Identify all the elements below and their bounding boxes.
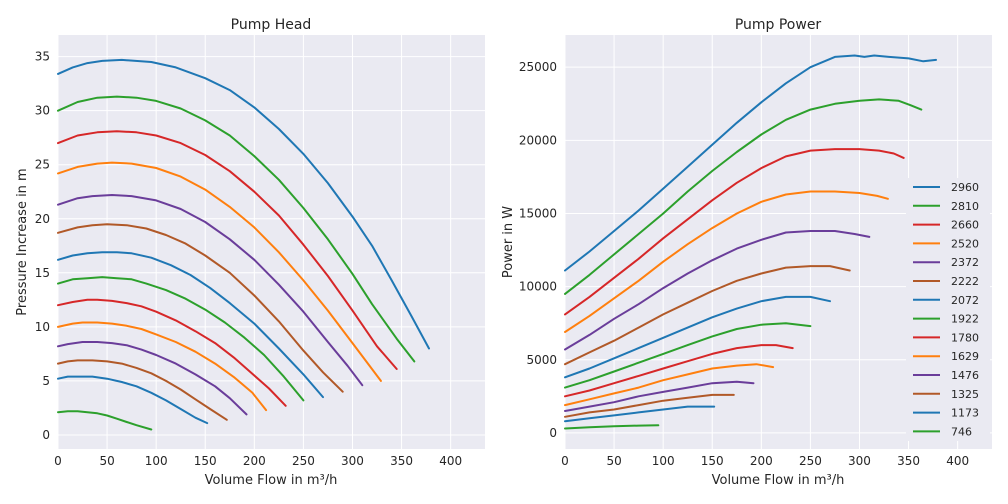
pump-power-x-tick-label: 350 <box>897 454 920 468</box>
legend-label: 2372 <box>951 256 979 269</box>
pump-power-x-tick-label: 200 <box>750 454 773 468</box>
pump-head-series-line <box>57 161 382 382</box>
pump-head-x-gridlines <box>57 35 452 449</box>
pump-head-x-tick-label: 100 <box>145 454 168 468</box>
legend-label: 2810 <box>951 200 979 213</box>
pump-power-series-lines <box>564 54 937 430</box>
pump-head-series-line <box>57 410 153 431</box>
pump-head-y-tick-label: 20 <box>35 212 50 226</box>
legend-label: 2960 <box>951 181 979 194</box>
pump-head-series-line <box>57 341 248 416</box>
legend-label: 1629 <box>951 350 979 363</box>
pump-head-y-tick-label: 0 <box>42 428 50 442</box>
pump-power-series-line <box>564 148 905 316</box>
pump-power-series-line <box>564 295 831 379</box>
pump-power-series-line <box>564 424 660 430</box>
pump-power-y-axis-label: Power in W <box>501 206 516 278</box>
pump-power-series-line <box>564 393 735 418</box>
pump-head-y-tick-label: 25 <box>35 158 50 172</box>
pump-head-x-tick-label: 0 <box>54 454 62 468</box>
pump-head-y-axis-label: Pressure Increase in m <box>15 168 30 315</box>
pump-power-y-tick-label: 15000 <box>519 206 557 220</box>
legend-label: 1476 <box>951 369 979 382</box>
pump-head-series-line <box>57 223 344 393</box>
pump-power-y-tick-label: 25000 <box>519 60 557 74</box>
pump-head-series-line <box>57 359 228 421</box>
pump-power-series-line <box>564 230 871 351</box>
pump-power-x-tick-label: 100 <box>652 454 675 468</box>
pump-power-y-tick-label: 10000 <box>519 280 557 294</box>
pump-power-series-line <box>564 344 794 398</box>
legend-label: 1922 <box>951 313 979 326</box>
pump-power-y-tick-labels: 0 5000 10000 15000 20000 25000 <box>519 60 557 440</box>
pump-power-series-line <box>564 265 851 366</box>
pump-power-legend: 2960 2810 2660 2520 2372 2222 2072 1922 1780 1629… <box>906 178 990 441</box>
pump-head-y-tick-label: 15 <box>35 266 50 280</box>
legend-label: 1173 <box>951 407 979 420</box>
pump-power-series-line <box>564 380 755 412</box>
pump-head-series-line <box>57 298 287 407</box>
pump-power-y-tick-label: 0 <box>549 426 557 440</box>
legend-label: 1780 <box>951 331 979 344</box>
pump-head-series-line <box>57 194 364 387</box>
pump-power-x-tick-label: 300 <box>848 454 871 468</box>
pump-head-y-tick-label: 5 <box>42 374 50 388</box>
pump-head-series-line <box>57 130 398 370</box>
pump-head-x-tick-label: 200 <box>243 454 266 468</box>
legend-background <box>906 178 990 441</box>
pump-power-y-tick-label: 5000 <box>526 353 557 367</box>
legend-label: 2660 <box>951 219 979 232</box>
pump-head-x-tick-label: 150 <box>194 454 217 468</box>
pump-power-x-tick-label: 150 <box>701 454 724 468</box>
pump-head-x-tick-label: 400 <box>439 454 462 468</box>
pump-power-series-line <box>564 98 923 295</box>
pump-head-x-tick-labels: 0 50 100 150 200 250 300 350 400 <box>54 454 462 468</box>
pump-head-x-tick-label: 50 <box>99 454 114 468</box>
pump-head-y-tick-labels: 0 5 10 15 20 25 30 35 <box>35 50 50 442</box>
pump-power-series-line <box>564 322 812 389</box>
pump-head-x-axis-label: Volume Flow in m³/h <box>205 473 338 488</box>
legend-label: 2072 <box>951 294 979 307</box>
pump-power-series-line <box>564 190 889 333</box>
pump-head-plot-area <box>58 35 485 449</box>
pump-head-series-line <box>57 375 209 425</box>
pump-power-series-line <box>564 54 937 272</box>
pump-power-x-tick-label: 400 <box>946 454 969 468</box>
pump-head-title: Pump Head <box>231 17 312 33</box>
pump-head-y-tick-label: 30 <box>35 104 50 118</box>
pump-power-series-line <box>564 405 716 423</box>
pump-power-x-tick-label: 250 <box>799 454 822 468</box>
pump-power-x-tick-labels: 0 50 100 150 200 250 300 350 400 <box>561 454 969 468</box>
legend-label: 746 <box>951 425 972 438</box>
pump-head-chart: 0 50 100 150 200 250 300 350 400 05101520253035 … <box>15 17 485 488</box>
pump-power-y-tick-label: 20000 <box>519 133 557 147</box>
pump-head-series-line <box>57 95 416 363</box>
pump-head-x-tick-label: 350 <box>390 454 413 468</box>
pump-power-title: Pump Power <box>735 17 822 33</box>
pump-head-series-line <box>57 251 324 399</box>
pump-power-x-tick-label: 50 <box>606 454 621 468</box>
pump-head-x-tick-label: 250 <box>292 454 315 468</box>
pump-power-series-line <box>564 363 775 407</box>
pump-power-chart: 0 50 100 150 200 250 300 350 400 0 5000 10000 15000… <box>501 17 992 488</box>
pump-head-series-line <box>57 321 268 412</box>
pump-power-x-axis-label: Volume Flow in m³/h <box>712 473 845 488</box>
pump-head-series-line <box>57 58 430 350</box>
legend-label: 2222 <box>951 275 979 288</box>
pump-head-y-gridlines <box>58 56 485 436</box>
pump-head-y-tick-label: 35 <box>35 50 50 64</box>
pump-head-series-line <box>57 276 305 402</box>
legend-label: 1325 <box>951 388 979 401</box>
pump-power-x-tick-label: 0 <box>561 454 569 468</box>
legend-label: 2520 <box>951 237 979 250</box>
pump-head-x-tick-label: 300 <box>341 454 364 468</box>
pump-head-series-lines <box>57 58 430 431</box>
pump-head-y-tick-label: 10 <box>35 320 50 334</box>
